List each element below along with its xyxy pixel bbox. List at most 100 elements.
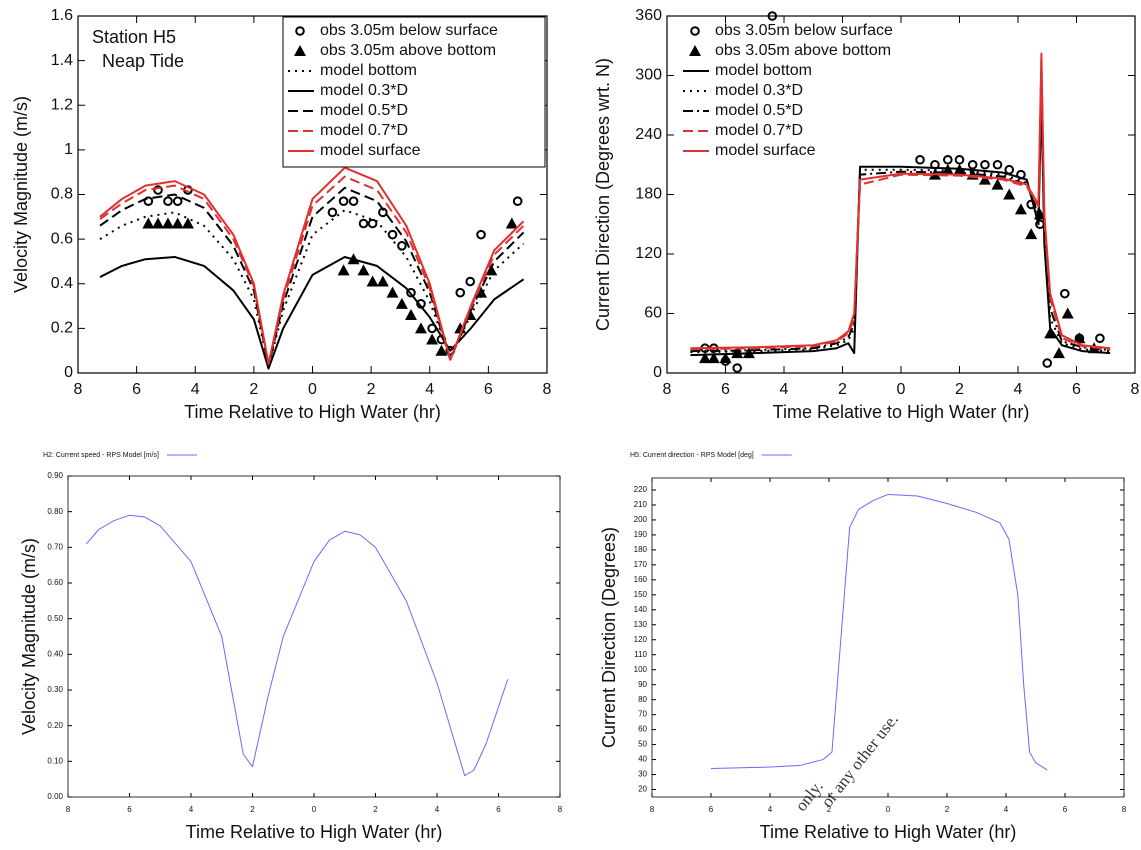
obs-triangle bbox=[454, 322, 467, 334]
y-axis-label: Velocity Magnitude (m/s) bbox=[11, 96, 31, 293]
x-tick-label: 8 bbox=[543, 381, 552, 398]
y-tick-label: 60 bbox=[638, 725, 647, 734]
obs-circle bbox=[465, 276, 476, 287]
x-tick-label: 6 bbox=[484, 381, 493, 398]
obs-circle bbox=[954, 154, 965, 165]
obs-circle bbox=[980, 159, 990, 170]
obs-triangle bbox=[991, 178, 1004, 190]
x-tick-label: 0 bbox=[308, 381, 317, 398]
legend-swatch bbox=[690, 26, 700, 36]
obs-triangle bbox=[1025, 228, 1038, 240]
legend-label: H2: Current speed - RPS Model [m/s] bbox=[43, 452, 159, 459]
series-line bbox=[86, 514, 509, 777]
legend-frame bbox=[282, 16, 546, 168]
y-tick-label: 0.8 bbox=[51, 186, 73, 203]
legend-label: model surface bbox=[320, 142, 421, 159]
legend-swatch bbox=[294, 45, 306, 56]
x-tick-label: 2 bbox=[955, 381, 964, 398]
y-tick-label: 300 bbox=[635, 67, 662, 84]
legend-label: model bottom bbox=[715, 62, 812, 79]
chart-panel: 2030405060708090100110120130140150160170… bbox=[599, 452, 1127, 842]
obs-circle bbox=[1042, 358, 1053, 368]
y-tick-label: 70 bbox=[638, 710, 647, 719]
x-tick-label: 4 bbox=[191, 381, 200, 398]
y-tick-label: 180 bbox=[635, 186, 662, 203]
obs-triangle bbox=[386, 286, 399, 298]
x-tick-label: 8 bbox=[1131, 381, 1140, 398]
y-tick-label: 0.00 bbox=[47, 792, 63, 801]
y-tick-label: 240 bbox=[635, 126, 662, 143]
series-line bbox=[99, 255, 525, 370]
x-tick-label: 2 bbox=[838, 381, 847, 398]
y-tick-label: 0 bbox=[653, 364, 662, 381]
obs-circle bbox=[767, 11, 778, 21]
x-tick-label: 8 bbox=[74, 381, 83, 398]
y-tick-label: 0.6 bbox=[51, 230, 73, 247]
y-axis-label: Velocity Magnitude (m/s) bbox=[19, 538, 39, 735]
y-tick-label: 210 bbox=[634, 500, 648, 509]
x-tick-label: 2 bbox=[945, 805, 950, 814]
series-line bbox=[690, 94, 1111, 357]
x-tick-label: 6 bbox=[709, 805, 714, 814]
y-tick-label: 150 bbox=[634, 590, 648, 599]
y-tick-label: 1.4 bbox=[51, 52, 73, 69]
y-tick-label: 80 bbox=[638, 695, 647, 704]
y-tick-label: 0 bbox=[64, 364, 73, 381]
y-axis-label: Current Direction (Degrees wrt. N) bbox=[593, 58, 613, 331]
y-tick-label: 40 bbox=[638, 755, 647, 764]
series-line bbox=[690, 74, 1111, 353]
y-tick-label: 200 bbox=[634, 515, 648, 524]
obs-triangle bbox=[731, 347, 744, 359]
y-tick-label: 120 bbox=[634, 635, 648, 644]
legend-label: model 0.7*D bbox=[320, 122, 408, 139]
x-tick-label: 2 bbox=[373, 805, 378, 814]
x-tick-label: 2 bbox=[827, 805, 832, 814]
x-tick-label: 6 bbox=[496, 805, 501, 814]
obs-triangle bbox=[414, 322, 427, 334]
legend-swatch bbox=[689, 45, 701, 56]
obs-triangle bbox=[161, 217, 174, 229]
legend-label: model 0.5*D bbox=[715, 102, 803, 119]
obs-circle bbox=[992, 159, 1003, 170]
x-tick-label: 6 bbox=[132, 381, 141, 398]
legend-label: obs 3.05m above bottom bbox=[320, 42, 496, 59]
x-tick-label: 2 bbox=[250, 805, 255, 814]
obs-triangle bbox=[707, 352, 720, 364]
x-tick-label: 0 bbox=[897, 381, 906, 398]
obs-triangle bbox=[699, 352, 712, 364]
legend-label: model 0.3*D bbox=[320, 82, 408, 99]
y-tick-label: 170 bbox=[634, 560, 648, 569]
obs-triangle bbox=[376, 275, 389, 287]
y-axis-label: Current Direction (Degrees) bbox=[599, 527, 619, 748]
x-tick-label: 0 bbox=[886, 805, 891, 814]
legend-label: model 0.3*D bbox=[715, 82, 803, 99]
x-tick-label: 6 bbox=[127, 805, 132, 814]
x-tick-label: 8 bbox=[558, 805, 563, 814]
obs-circle bbox=[406, 287, 416, 298]
y-tick-label: 120 bbox=[635, 245, 662, 262]
obs-circle bbox=[163, 196, 173, 206]
obs-triangle bbox=[171, 217, 184, 229]
x-tick-label: 4 bbox=[768, 805, 773, 814]
obs-triangle bbox=[181, 217, 194, 229]
x-tick-label: 2 bbox=[249, 381, 258, 398]
x-tick-label: 8 bbox=[1122, 805, 1127, 814]
y-tick-label: 140 bbox=[634, 605, 648, 614]
y-tick-label: 0.30 bbox=[47, 685, 63, 694]
legend-label: model 0.5*D bbox=[320, 102, 408, 119]
obs-triangle bbox=[366, 275, 379, 287]
series-line bbox=[99, 175, 525, 366]
obs-circle bbox=[358, 218, 369, 229]
x-tick-label: 8 bbox=[663, 381, 672, 398]
y-tick-label: 0.10 bbox=[47, 756, 63, 765]
x-axis-label: Time Relative to High Water (hr) bbox=[773, 402, 1030, 422]
series-line bbox=[99, 166, 525, 366]
y-tick-label: 0.40 bbox=[47, 649, 63, 658]
y-tick-label: 0.20 bbox=[47, 721, 63, 730]
obs-circle bbox=[327, 207, 338, 218]
obs-triangle bbox=[152, 217, 165, 229]
obs-circle bbox=[397, 241, 407, 251]
obs-circle bbox=[367, 218, 378, 229]
